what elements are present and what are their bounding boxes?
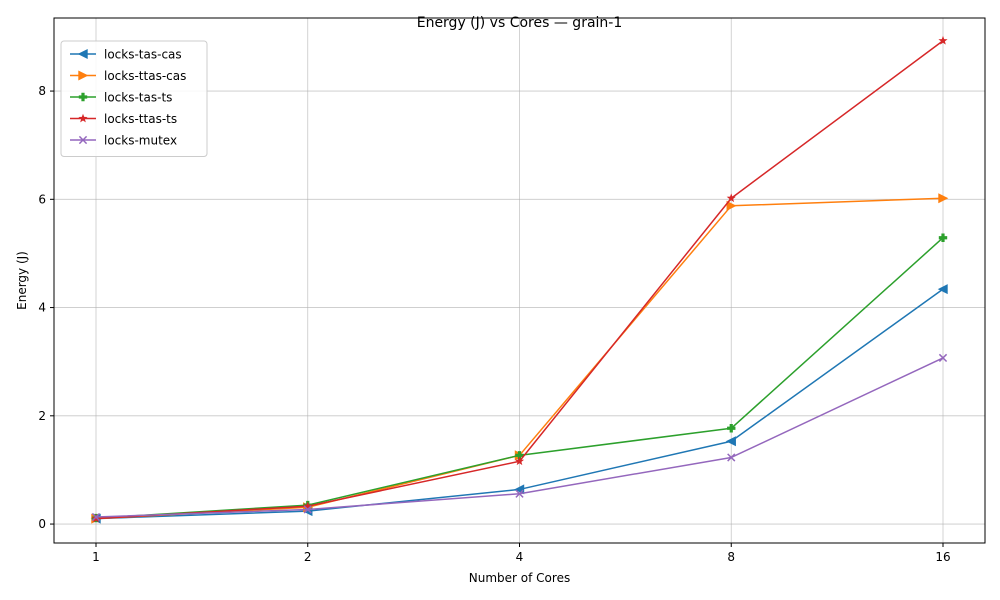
- legend-entry-locks-tas-cas: locks-tas-cas: [70, 48, 182, 62]
- chart-title: Energy (J) vs Cores — grain-1: [417, 15, 623, 31]
- legend: locks-tas-cas locks-ttas-cas locks-tas-ts l…: [60, 40, 208, 157]
- legend-entry-locks-mutex: locks-mutex: [70, 134, 177, 148]
- legend-entry-locks-ttas-cas: locks-ttas-cas: [70, 69, 186, 83]
- data-point-locks-tas-ts: [938, 233, 948, 242]
- data-point-locks-ttas-ts: [303, 501, 313, 511]
- x-axis-title: Number of Cores: [469, 571, 570, 585]
- legend-entry-locks-tas-ts: locks-tas-ts: [70, 91, 172, 105]
- data-point-locks-tas-cas: [725, 436, 736, 447]
- data-point-locks-ttas-ts: [514, 456, 525, 466]
- x-tick-label: 1: [92, 550, 100, 564]
- data-point-locks-ttas-ts: [91, 513, 101, 523]
- series-locks-mutex: [91, 353, 948, 522]
- grid: [54, 18, 985, 543]
- legend-label: locks-ttas-cas: [104, 69, 186, 83]
- legend-marker: [78, 70, 89, 81]
- x-tick-label: 8: [727, 550, 735, 564]
- data-point-locks-mutex: [91, 512, 101, 522]
- legend-label: locks-tas-ts: [104, 91, 172, 105]
- y-tick-label: 8: [38, 84, 46, 98]
- y-tick-label: 4: [38, 301, 46, 315]
- legend-marker: [78, 135, 88, 145]
- series-layer: [90, 35, 949, 524]
- data-point-locks-mutex: [303, 505, 312, 514]
- data-point-locks-ttas-ts: [938, 35, 948, 45]
- x-tick-label: 2: [304, 550, 312, 564]
- data-point-locks-ttas-cas: [726, 200, 737, 211]
- x-tick-label: 16: [935, 550, 950, 564]
- axes: 1 2 4 8 16 0 2 4 6 8: [38, 84, 950, 564]
- legend-marker: [77, 48, 88, 60]
- data-point-locks-tas-cas: [937, 284, 948, 295]
- legend-label: locks-mutex: [104, 134, 177, 148]
- legend-box: [60, 40, 208, 157]
- data-point-locks-tas-ts: [727, 424, 736, 433]
- series-locks-ttas-ts: [91, 35, 948, 523]
- data-point-locks-mutex: [515, 489, 524, 498]
- data-point-locks-tas-ts: [515, 451, 524, 460]
- data-point-locks-mutex: [938, 353, 948, 363]
- y-tick-label: 2: [38, 409, 46, 423]
- legend-label: locks-tas-cas: [104, 48, 182, 62]
- legend-label: locks-ttas-ts: [104, 112, 177, 126]
- data-point-locks-ttas-cas: [938, 193, 949, 204]
- legend-marker: [78, 113, 88, 123]
- y-tick-label: 0: [38, 517, 46, 531]
- y-tick-label: 6: [38, 192, 46, 206]
- y-axis-title: Energy (J): [15, 251, 29, 310]
- legend-marker: [78, 92, 88, 102]
- x-tick-label: 4: [516, 550, 524, 564]
- data-point-locks-mutex: [727, 453, 736, 462]
- legend-entry-locks-ttas-ts: locks-ttas-ts: [70, 112, 177, 126]
- data-point-locks-ttas-ts: [726, 193, 736, 203]
